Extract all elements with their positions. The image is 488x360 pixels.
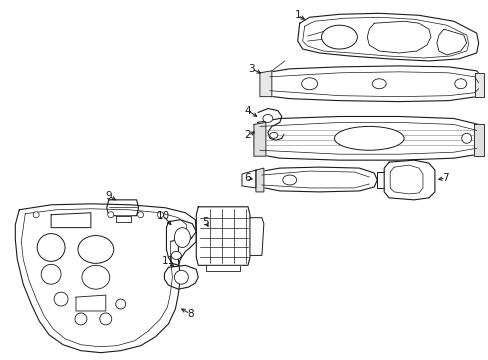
- Polygon shape: [473, 125, 483, 156]
- Ellipse shape: [107, 212, 114, 218]
- Polygon shape: [260, 71, 271, 96]
- Ellipse shape: [116, 299, 125, 309]
- Polygon shape: [389, 165, 422, 194]
- Polygon shape: [166, 220, 196, 265]
- Polygon shape: [196, 207, 249, 265]
- Ellipse shape: [263, 114, 272, 122]
- Polygon shape: [242, 170, 255, 188]
- Ellipse shape: [461, 133, 471, 143]
- Ellipse shape: [171, 251, 181, 260]
- Polygon shape: [253, 117, 483, 160]
- Polygon shape: [384, 160, 434, 200]
- Ellipse shape: [282, 175, 296, 185]
- Ellipse shape: [174, 228, 190, 247]
- Polygon shape: [436, 29, 466, 55]
- Ellipse shape: [33, 212, 39, 218]
- Ellipse shape: [301, 78, 317, 90]
- Polygon shape: [253, 122, 265, 156]
- Polygon shape: [302, 17, 468, 58]
- Polygon shape: [106, 200, 138, 216]
- Ellipse shape: [100, 313, 112, 325]
- Polygon shape: [164, 265, 198, 289]
- Ellipse shape: [41, 264, 61, 284]
- Polygon shape: [116, 216, 130, 222]
- Polygon shape: [297, 13, 478, 61]
- Text: 10: 10: [157, 211, 170, 221]
- Polygon shape: [15, 204, 196, 353]
- Text: 1: 1: [294, 10, 301, 20]
- Text: 6: 6: [244, 173, 251, 183]
- Ellipse shape: [82, 265, 109, 289]
- Polygon shape: [474, 73, 483, 96]
- Polygon shape: [366, 21, 430, 53]
- Ellipse shape: [75, 313, 87, 325]
- Ellipse shape: [54, 292, 68, 306]
- Text: 3: 3: [248, 64, 255, 74]
- Ellipse shape: [321, 25, 357, 49]
- Text: 4: 4: [244, 105, 251, 116]
- Polygon shape: [206, 265, 240, 271]
- Text: 9: 9: [105, 191, 112, 201]
- Ellipse shape: [269, 132, 277, 138]
- Ellipse shape: [174, 270, 188, 284]
- Polygon shape: [51, 213, 91, 228]
- Ellipse shape: [454, 79, 466, 89]
- Ellipse shape: [37, 234, 65, 261]
- Text: 7: 7: [442, 173, 448, 183]
- Polygon shape: [255, 167, 376, 192]
- Ellipse shape: [78, 235, 114, 264]
- Ellipse shape: [157, 212, 163, 218]
- Text: 8: 8: [186, 309, 193, 319]
- Polygon shape: [255, 168, 264, 192]
- Ellipse shape: [371, 79, 386, 89]
- Polygon shape: [249, 218, 264, 255]
- Polygon shape: [76, 295, 105, 311]
- Ellipse shape: [334, 126, 403, 150]
- Polygon shape: [260, 66, 483, 102]
- Text: 5: 5: [202, 217, 208, 227]
- Text: 2: 2: [244, 130, 251, 140]
- Text: 11: 11: [162, 256, 175, 266]
- Ellipse shape: [137, 212, 143, 218]
